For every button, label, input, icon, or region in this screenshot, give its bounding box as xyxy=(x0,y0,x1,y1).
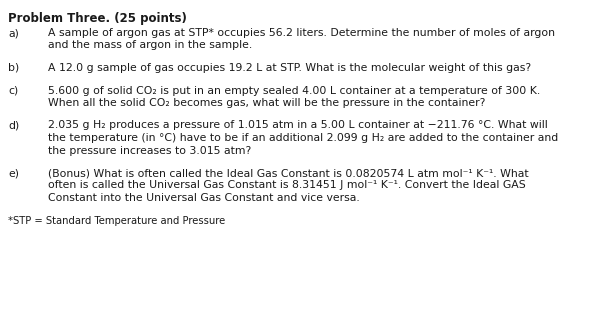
Text: the pressure increases to 3.015 atm?: the pressure increases to 3.015 atm? xyxy=(48,146,252,156)
Text: a): a) xyxy=(8,28,19,38)
Text: A sample of argon gas at STP* occupies 56.2 liters. Determine the number of mole: A sample of argon gas at STP* occupies 5… xyxy=(48,28,555,38)
Text: 5.600 g of solid CO₂ is put in an empty sealed 4.00 L container at a temperature: 5.600 g of solid CO₂ is put in an empty … xyxy=(48,86,540,96)
Text: Problem Three. (25 points): Problem Three. (25 points) xyxy=(8,12,187,25)
Text: Constant into the Universal Gas Constant and vice versa.: Constant into the Universal Gas Constant… xyxy=(48,193,360,203)
Text: c): c) xyxy=(8,86,18,96)
Text: (Bonus) What is often called the Ideal Gas Constant is 0.0820574 L atm mol⁻¹ K⁻¹: (Bonus) What is often called the Ideal G… xyxy=(48,168,528,178)
Text: often is called the Universal Gas Constant is 8.31451 J mol⁻¹ K⁻¹. Convert the I: often is called the Universal Gas Consta… xyxy=(48,180,526,190)
Text: 2.035 g H₂ produces a pressure of 1.015 atm in a 5.00 L container at −211.76 °C.: 2.035 g H₂ produces a pressure of 1.015 … xyxy=(48,121,548,131)
Text: and the mass of argon in the sample.: and the mass of argon in the sample. xyxy=(48,41,252,51)
Text: d): d) xyxy=(8,121,19,131)
Text: the temperature (in °C) have to be if an additional 2.099 g H₂ are added to the : the temperature (in °C) have to be if an… xyxy=(48,133,558,143)
Text: e): e) xyxy=(8,168,19,178)
Text: When all the solid CO₂ becomes gas, what will be the pressure in the container?: When all the solid CO₂ becomes gas, what… xyxy=(48,98,485,108)
Text: *STP = Standard Temperature and Pressure: *STP = Standard Temperature and Pressure xyxy=(8,215,225,225)
Text: A 12.0 g sample of gas occupies 19.2 L at STP. What is the molecular weight of t: A 12.0 g sample of gas occupies 19.2 L a… xyxy=(48,63,531,73)
Text: b): b) xyxy=(8,63,19,73)
